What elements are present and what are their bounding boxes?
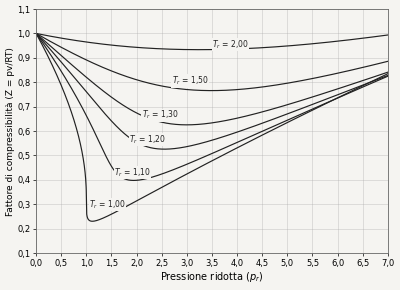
Text: $T_r$ = 2,00: $T_r$ = 2,00 <box>212 38 249 51</box>
Text: $T_r$ = 1,00: $T_r$ = 1,00 <box>89 198 126 211</box>
Text: $T_r$ = 1,10: $T_r$ = 1,10 <box>114 166 151 179</box>
Text: $T_r$ = 1,50: $T_r$ = 1,50 <box>172 75 208 87</box>
Y-axis label: Fattore di compressibilità (Z = pv/RT): Fattore di compressibilità (Z = pv/RT) <box>6 47 14 215</box>
Text: $T_r$ = 1,30: $T_r$ = 1,30 <box>142 109 178 122</box>
Text: $T_r$ = 1,20: $T_r$ = 1,20 <box>129 133 166 146</box>
X-axis label: Pressione ridotta ($p_r$): Pressione ridotta ($p_r$) <box>160 271 264 284</box>
